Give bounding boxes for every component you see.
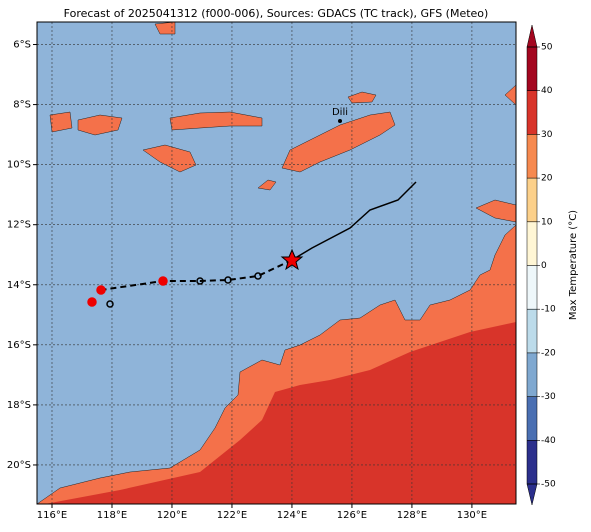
y-tick-label: 18°S [7,400,31,411]
title: Forecast of 2025041312 (f000-006), Sourc… [64,7,489,20]
y-tick-label: 10°S [7,160,31,171]
colorbar-segment [527,178,537,222]
colorbar-tick-label: 50 [541,43,553,53]
colorbar-tick-label: 10 [541,217,553,227]
colorbar-segment [527,265,537,310]
colorbar-segment [527,47,537,91]
y-tick-label: 20°S [7,460,31,471]
colorbar-extend-min [526,483,538,506]
storm-symbol [96,285,106,295]
colorbar-segment [527,440,537,484]
storm-symbol [158,276,168,286]
colorbar-segment [527,352,537,397]
y-tick-label: 16°S [7,340,31,351]
sulawesi-tip [154,21,176,35]
storm-symbol [224,276,232,284]
x-tick-label: 118°E [97,510,127,521]
colorbar-segment [527,309,537,353]
x-tick-label: 128°E [397,510,427,521]
colorbar-tick-label: 30 [541,130,553,140]
colorbar-extend-max [526,24,538,48]
colorbar-label: Max Temperature (°C) [568,210,579,320]
past-track [291,181,417,261]
sumba [142,144,197,173]
y-tick-label: 8°S [13,100,31,111]
colorbar-tick-label: 20 [541,174,553,184]
x-tick-label: 124°E [277,510,307,521]
y-tick-label: 14°S [7,280,31,291]
colorbar: -50 -40 -30 -20 -10 0 10 20 30 40 50 [526,24,556,506]
colorbar-tick-label: 0 [541,261,547,271]
hot-interior [45,322,516,504]
colorbar-tick-label: -30 [541,392,556,402]
city-dot [338,119,342,123]
storm-symbols [87,272,262,308]
colorbar-tick-label: -40 [541,436,556,446]
grid [37,22,516,504]
storm-symbol [106,300,114,308]
colorbar-segment [527,396,537,441]
x-tick-label: 130°E [457,510,487,521]
forecast-track [100,259,293,291]
rote [257,179,277,191]
land [36,21,517,505]
colorbar-segment [527,134,537,179]
current-position [280,248,304,271]
colorbar-segment [527,90,537,135]
x-tick-label: 126°E [337,510,367,521]
wetar [347,91,377,104]
storm-symbol [87,297,97,307]
y-tick-label: 12°S [7,220,31,231]
frame [36,21,517,505]
timor [281,111,396,173]
sumbawa [77,114,123,136]
colorbar-tick-label: -10 [541,305,556,315]
x-tick-label: 122°E [217,510,247,521]
storm-symbol [254,272,262,280]
colorbar-tick-label: 40 [541,86,553,96]
x-tick-label: 116°E [37,510,67,521]
flores [169,111,263,131]
y-tick-label: 6°S [13,40,31,51]
colorbar-segment [527,221,537,266]
x-tick-label: 120°E [157,510,187,521]
city-label: Dili [332,107,348,118]
storm-symbol [196,277,204,285]
colorbar-tick-label: -50 [541,480,556,490]
lombok [49,111,73,133]
colorbar-tick-label: -20 [541,348,556,358]
